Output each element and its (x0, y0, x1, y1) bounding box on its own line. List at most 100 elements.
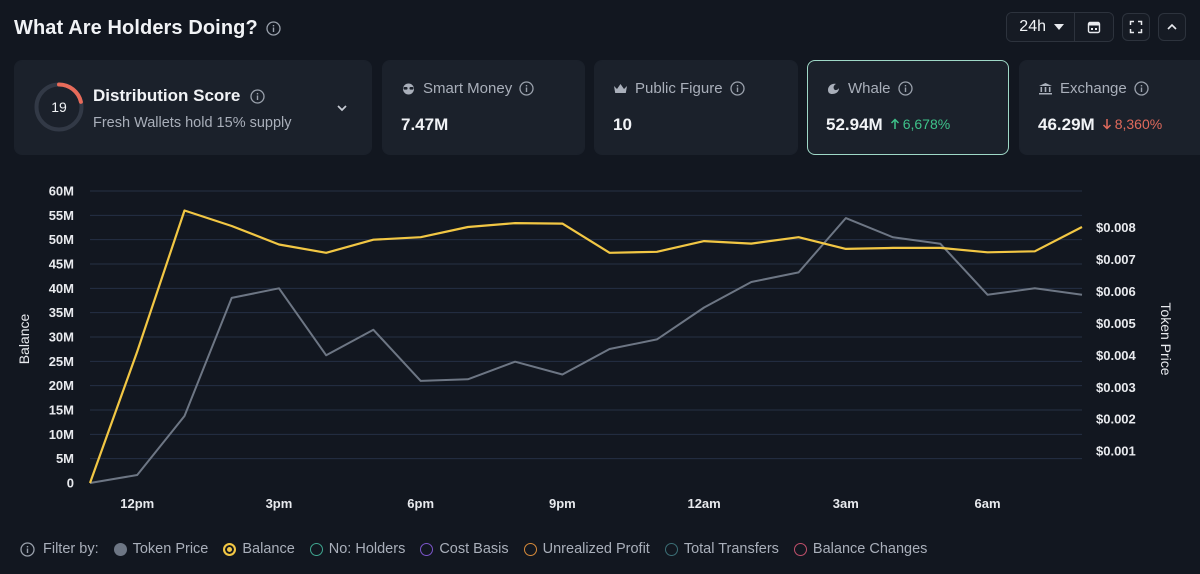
info-icon[interactable] (250, 88, 266, 104)
legend-dot (223, 542, 237, 556)
legend-dot (793, 542, 807, 556)
info-icon[interactable] (1134, 81, 1149, 96)
y-tick-label: 0 (67, 476, 74, 491)
y-tick-label: 35M (49, 305, 74, 320)
info-icon (20, 541, 35, 557)
whale-amount: 52.94M (826, 115, 883, 134)
info-icon[interactable] (266, 20, 281, 36)
exchange-label: Exchange (1060, 80, 1127, 97)
x-tick-label: 12am (687, 496, 720, 511)
chevron-up-icon (1167, 23, 1177, 30)
distribution-score-subtitle: Fresh Wallets hold 15% supply (93, 115, 292, 131)
smart-money-amount: 7.47M (401, 115, 449, 134)
y-tick-label: 55M (49, 208, 74, 223)
x-tick-label: 6pm (407, 496, 434, 511)
exchange-delta: 8,360% (1102, 116, 1162, 132)
exchange-header: Exchange (1038, 80, 1149, 97)
header: What Are Holders Doing? (14, 14, 281, 42)
legend-dot (523, 542, 537, 556)
y2-tick-label: $0.005 (1096, 316, 1136, 331)
series-line-token-price (89, 217, 1083, 484)
exchange-amount: 46.29M (1038, 115, 1095, 134)
distribution-score-value: 19 (51, 99, 67, 115)
info-icon[interactable] (519, 81, 534, 96)
whale-card[interactable]: Whale 52.94M 6,678% (807, 60, 1009, 155)
crown-icon (614, 83, 627, 93)
exchange-card[interactable]: Exchange 46.29M 8,360% (1019, 60, 1200, 155)
whale-icon (828, 83, 839, 94)
expand-icon (1129, 20, 1143, 34)
chart-series (88, 209, 1083, 484)
x-tick-label: 3pm (266, 496, 293, 511)
calendar-icon (1087, 21, 1101, 34)
filter-unrealized-profit[interactable]: Unrealized Profit (523, 541, 650, 557)
y2-tick-label: $0.001 (1096, 444, 1136, 459)
x-tick-label: 9pm (549, 496, 576, 511)
filter-item-label: No: Holders (328, 541, 406, 557)
y2-tick-label: $0.004 (1096, 348, 1137, 363)
right-axis-ticks: $0.001 $0.002 $0.003 $0.004 $0.005 $0.006 $0.0… (1096, 220, 1137, 458)
filter-item-label: Total Transfers (683, 541, 779, 557)
public-figure-value: 10 (613, 115, 632, 135)
y2-tick-label: $0.006 (1096, 284, 1136, 299)
public-figure-count: 10 (613, 115, 632, 134)
y-tick-label: 50M (49, 232, 74, 247)
range-group: 24h (1006, 12, 1114, 42)
right-axis-title: Token Price (1158, 302, 1174, 375)
bank-icon (1039, 83, 1052, 95)
y-tick-label: 60M (49, 184, 74, 199)
smart-money-header: Smart Money (401, 80, 534, 97)
legend-dot (664, 542, 678, 556)
filter-balance[interactable]: Balance (223, 541, 295, 557)
whale-delta-value: 6,678% (902, 116, 951, 132)
chart-grid (90, 190, 1082, 460)
time-range-select[interactable]: 24h (1007, 13, 1075, 41)
legend-dot (309, 542, 323, 556)
y-tick-label: 40M (49, 281, 74, 296)
public-figure-card[interactable]: Public Figure 10 (594, 60, 798, 155)
y2-tick-label: $0.007 (1096, 252, 1136, 267)
collapse-button[interactable] (1158, 13, 1186, 41)
exchange-delta-value: 8,360% (1114, 116, 1163, 132)
smart-money-card[interactable]: Smart Money 7.47M (382, 60, 585, 155)
whale-header: Whale (826, 80, 913, 97)
holder-cards: 19 Distribution Score Fresh Wallets hold… (14, 60, 1200, 155)
y2-tick-label: $0.002 (1096, 412, 1136, 427)
y-tick-label: 20M (49, 378, 74, 393)
info-icon[interactable] (897, 81, 913, 96)
filter-item-label: Token Price (132, 541, 209, 557)
filter-item-label: Balance (242, 541, 295, 557)
smart-money-label: Smart Money (423, 80, 513, 97)
arrow-up-icon (890, 118, 899, 129)
score-ring (34, 82, 84, 132)
filter-item-label: Unrealized Profit (542, 541, 650, 557)
public-figure-label: Public Figure (635, 80, 723, 97)
y2-tick-label: $0.008 (1096, 220, 1136, 235)
filter-balance-changes[interactable]: Balance Changes (793, 541, 927, 557)
filter-token-price[interactable]: Token Price (113, 541, 209, 557)
y-tick-label: 15M (49, 403, 74, 418)
y-tick-label: 10M (49, 427, 74, 442)
x-tick-label: 6am (975, 496, 1001, 511)
x-axis-ticks: 12pm 3pm 6pm 9pm 12am 3am 6am (120, 496, 1000, 511)
filter-cost-basis[interactable]: Cost Basis (420, 541, 509, 557)
legend-dot (113, 542, 127, 556)
public-figure-header: Public Figure (613, 80, 745, 97)
whale-delta: 6,678% (890, 116, 950, 132)
time-range-value: 24h (1019, 18, 1046, 35)
x-tick-label: 12pm (120, 496, 154, 511)
exchange-value: 46.29M 8,360% (1038, 115, 1162, 135)
filter-bar: Filter by: Token Price Balance No: Holders… (20, 541, 927, 557)
y2-tick-label: $0.003 (1096, 380, 1136, 395)
filter-by-text: Filter by: (43, 541, 99, 557)
info-icon[interactable] (729, 81, 745, 96)
chevron-down-icon[interactable] (335, 101, 349, 115)
fullscreen-button[interactable] (1122, 13, 1150, 41)
sunglasses-icon (403, 83, 414, 94)
chevron-down-icon (1054, 24, 1064, 30)
filter-label: Filter by: (20, 541, 99, 557)
calendar-button[interactable] (1075, 13, 1113, 41)
distribution-score-card[interactable]: 19 Distribution Score Fresh Wallets hold… (14, 60, 372, 155)
filter-total-transfers[interactable]: Total Transfers (664, 541, 779, 557)
filter-no-holders[interactable]: No: Holders (309, 541, 406, 557)
